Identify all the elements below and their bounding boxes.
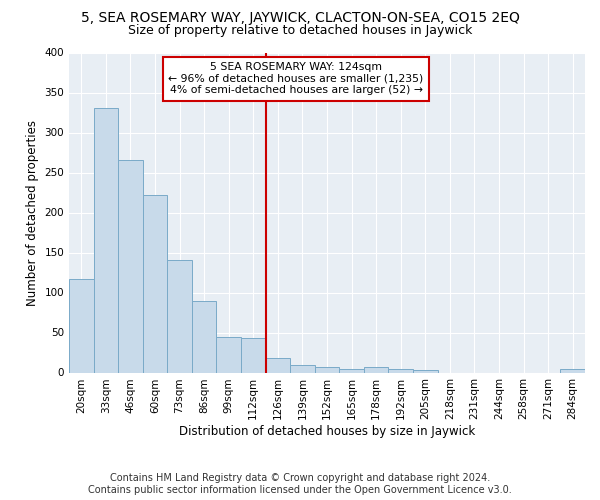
Bar xyxy=(192,300,217,372)
Bar xyxy=(290,364,315,372)
Bar xyxy=(388,370,413,372)
Bar xyxy=(315,367,339,372)
Bar xyxy=(69,279,94,372)
Text: Contains HM Land Registry data © Crown copyright and database right 2024.
Contai: Contains HM Land Registry data © Crown c… xyxy=(88,474,512,495)
Bar xyxy=(217,336,241,372)
Bar xyxy=(94,108,118,372)
Bar xyxy=(143,195,167,372)
Y-axis label: Number of detached properties: Number of detached properties xyxy=(26,120,39,306)
Text: 5 SEA ROSEMARY WAY: 124sqm
← 96% of detached houses are smaller (1,235)
4% of se: 5 SEA ROSEMARY WAY: 124sqm ← 96% of deta… xyxy=(169,62,424,96)
Bar xyxy=(560,368,585,372)
Text: Size of property relative to detached houses in Jaywick: Size of property relative to detached ho… xyxy=(128,24,472,37)
Bar xyxy=(413,370,437,372)
Bar xyxy=(266,358,290,372)
Bar xyxy=(118,160,143,372)
Bar xyxy=(339,368,364,372)
X-axis label: Distribution of detached houses by size in Jaywick: Distribution of detached houses by size … xyxy=(179,425,475,438)
Bar xyxy=(167,260,192,372)
Bar xyxy=(241,338,266,372)
Text: 5, SEA ROSEMARY WAY, JAYWICK, CLACTON-ON-SEA, CO15 2EQ: 5, SEA ROSEMARY WAY, JAYWICK, CLACTON-ON… xyxy=(80,11,520,25)
Bar xyxy=(364,367,388,372)
